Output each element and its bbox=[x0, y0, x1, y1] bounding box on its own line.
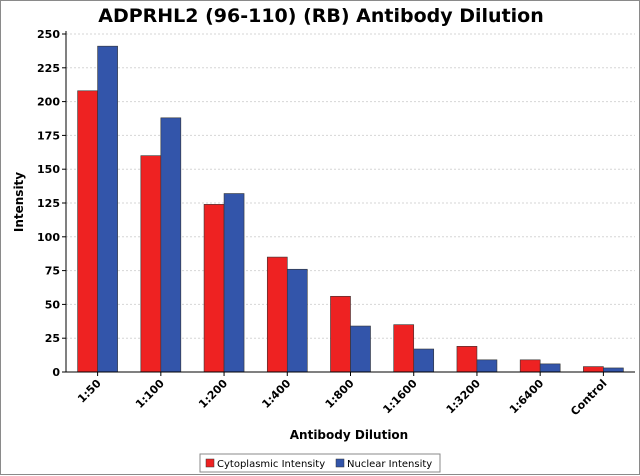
bar-cytoplasmic bbox=[77, 90, 98, 373]
x-tick-label: 1:400 bbox=[259, 377, 293, 411]
x-tick-label: 1:50 bbox=[75, 377, 104, 406]
bar-cytoplasmic bbox=[330, 295, 351, 373]
bar-cytoplasmic bbox=[266, 256, 288, 373]
bar-nuclear bbox=[286, 268, 308, 373]
x-tick-label: Control bbox=[568, 377, 609, 418]
bars bbox=[77, 45, 624, 373]
bar-nuclear bbox=[160, 117, 182, 373]
bar-cytoplasmic bbox=[203, 204, 225, 373]
y-tick-label: 50 bbox=[45, 298, 61, 311]
y-tick-label: 200 bbox=[37, 96, 60, 109]
legend-swatch bbox=[335, 458, 345, 468]
y-tick-label: 125 bbox=[37, 197, 60, 210]
bar-nuclear bbox=[223, 193, 245, 373]
bar-nuclear bbox=[476, 359, 498, 373]
y-tick-label: 25 bbox=[45, 332, 60, 345]
x-tick-label: 1:200 bbox=[196, 377, 230, 411]
legend-label: Cytoplasmic Intensity bbox=[217, 459, 325, 470]
bar-nuclear bbox=[603, 367, 624, 373]
chart-title: ADPRHL2 (96-110) (RB) Antibody Dilution bbox=[98, 5, 544, 27]
bar-nuclear bbox=[539, 363, 561, 373]
y-tick-label: 150 bbox=[37, 163, 60, 176]
legend-label: Nuclear Intensity bbox=[347, 459, 432, 470]
y-axis-title: Intensity bbox=[12, 172, 26, 232]
y-tick-label: 250 bbox=[37, 28, 60, 41]
x-axis-ticks: 1:50 1:100 1:200 1:400 1:800 1:1600 1:3200 1:64… bbox=[75, 372, 610, 418]
bar-nuclear bbox=[413, 348, 435, 373]
x-tick-label: 1:100 bbox=[133, 377, 167, 411]
x-tick-label: 1:3200 bbox=[444, 377, 484, 417]
bar-cytoplasmic bbox=[140, 155, 162, 373]
bar-cytoplasmic bbox=[583, 366, 604, 373]
x-axis-title: Antibody Dilution bbox=[290, 428, 408, 442]
y-tick-label: 75 bbox=[45, 265, 60, 278]
x-tick-label: 1:800 bbox=[323, 377, 357, 411]
bar-cytoplasmic bbox=[393, 324, 415, 373]
y-tick-label: 175 bbox=[37, 129, 60, 142]
x-tick-label: 1:1600 bbox=[380, 377, 420, 417]
y-axis-ticks: 0 25 50 75 100 125 150 175 200 225 250 bbox=[37, 28, 66, 379]
y-tick-label: 0 bbox=[52, 366, 60, 379]
y-tick-label: 225 bbox=[37, 62, 60, 75]
bar-cytoplasmic bbox=[519, 359, 541, 373]
legend-swatch bbox=[205, 458, 215, 468]
bar-nuclear bbox=[97, 45, 118, 373]
legend-box bbox=[199, 453, 441, 473]
bar-nuclear bbox=[350, 325, 371, 373]
x-tick-label: 1:6400 bbox=[507, 377, 547, 417]
y-tick-label: 100 bbox=[37, 231, 60, 244]
bar-cytoplasmic bbox=[456, 346, 478, 373]
legend: Cytoplasmic Intensity Nuclear Intensity bbox=[199, 453, 441, 473]
